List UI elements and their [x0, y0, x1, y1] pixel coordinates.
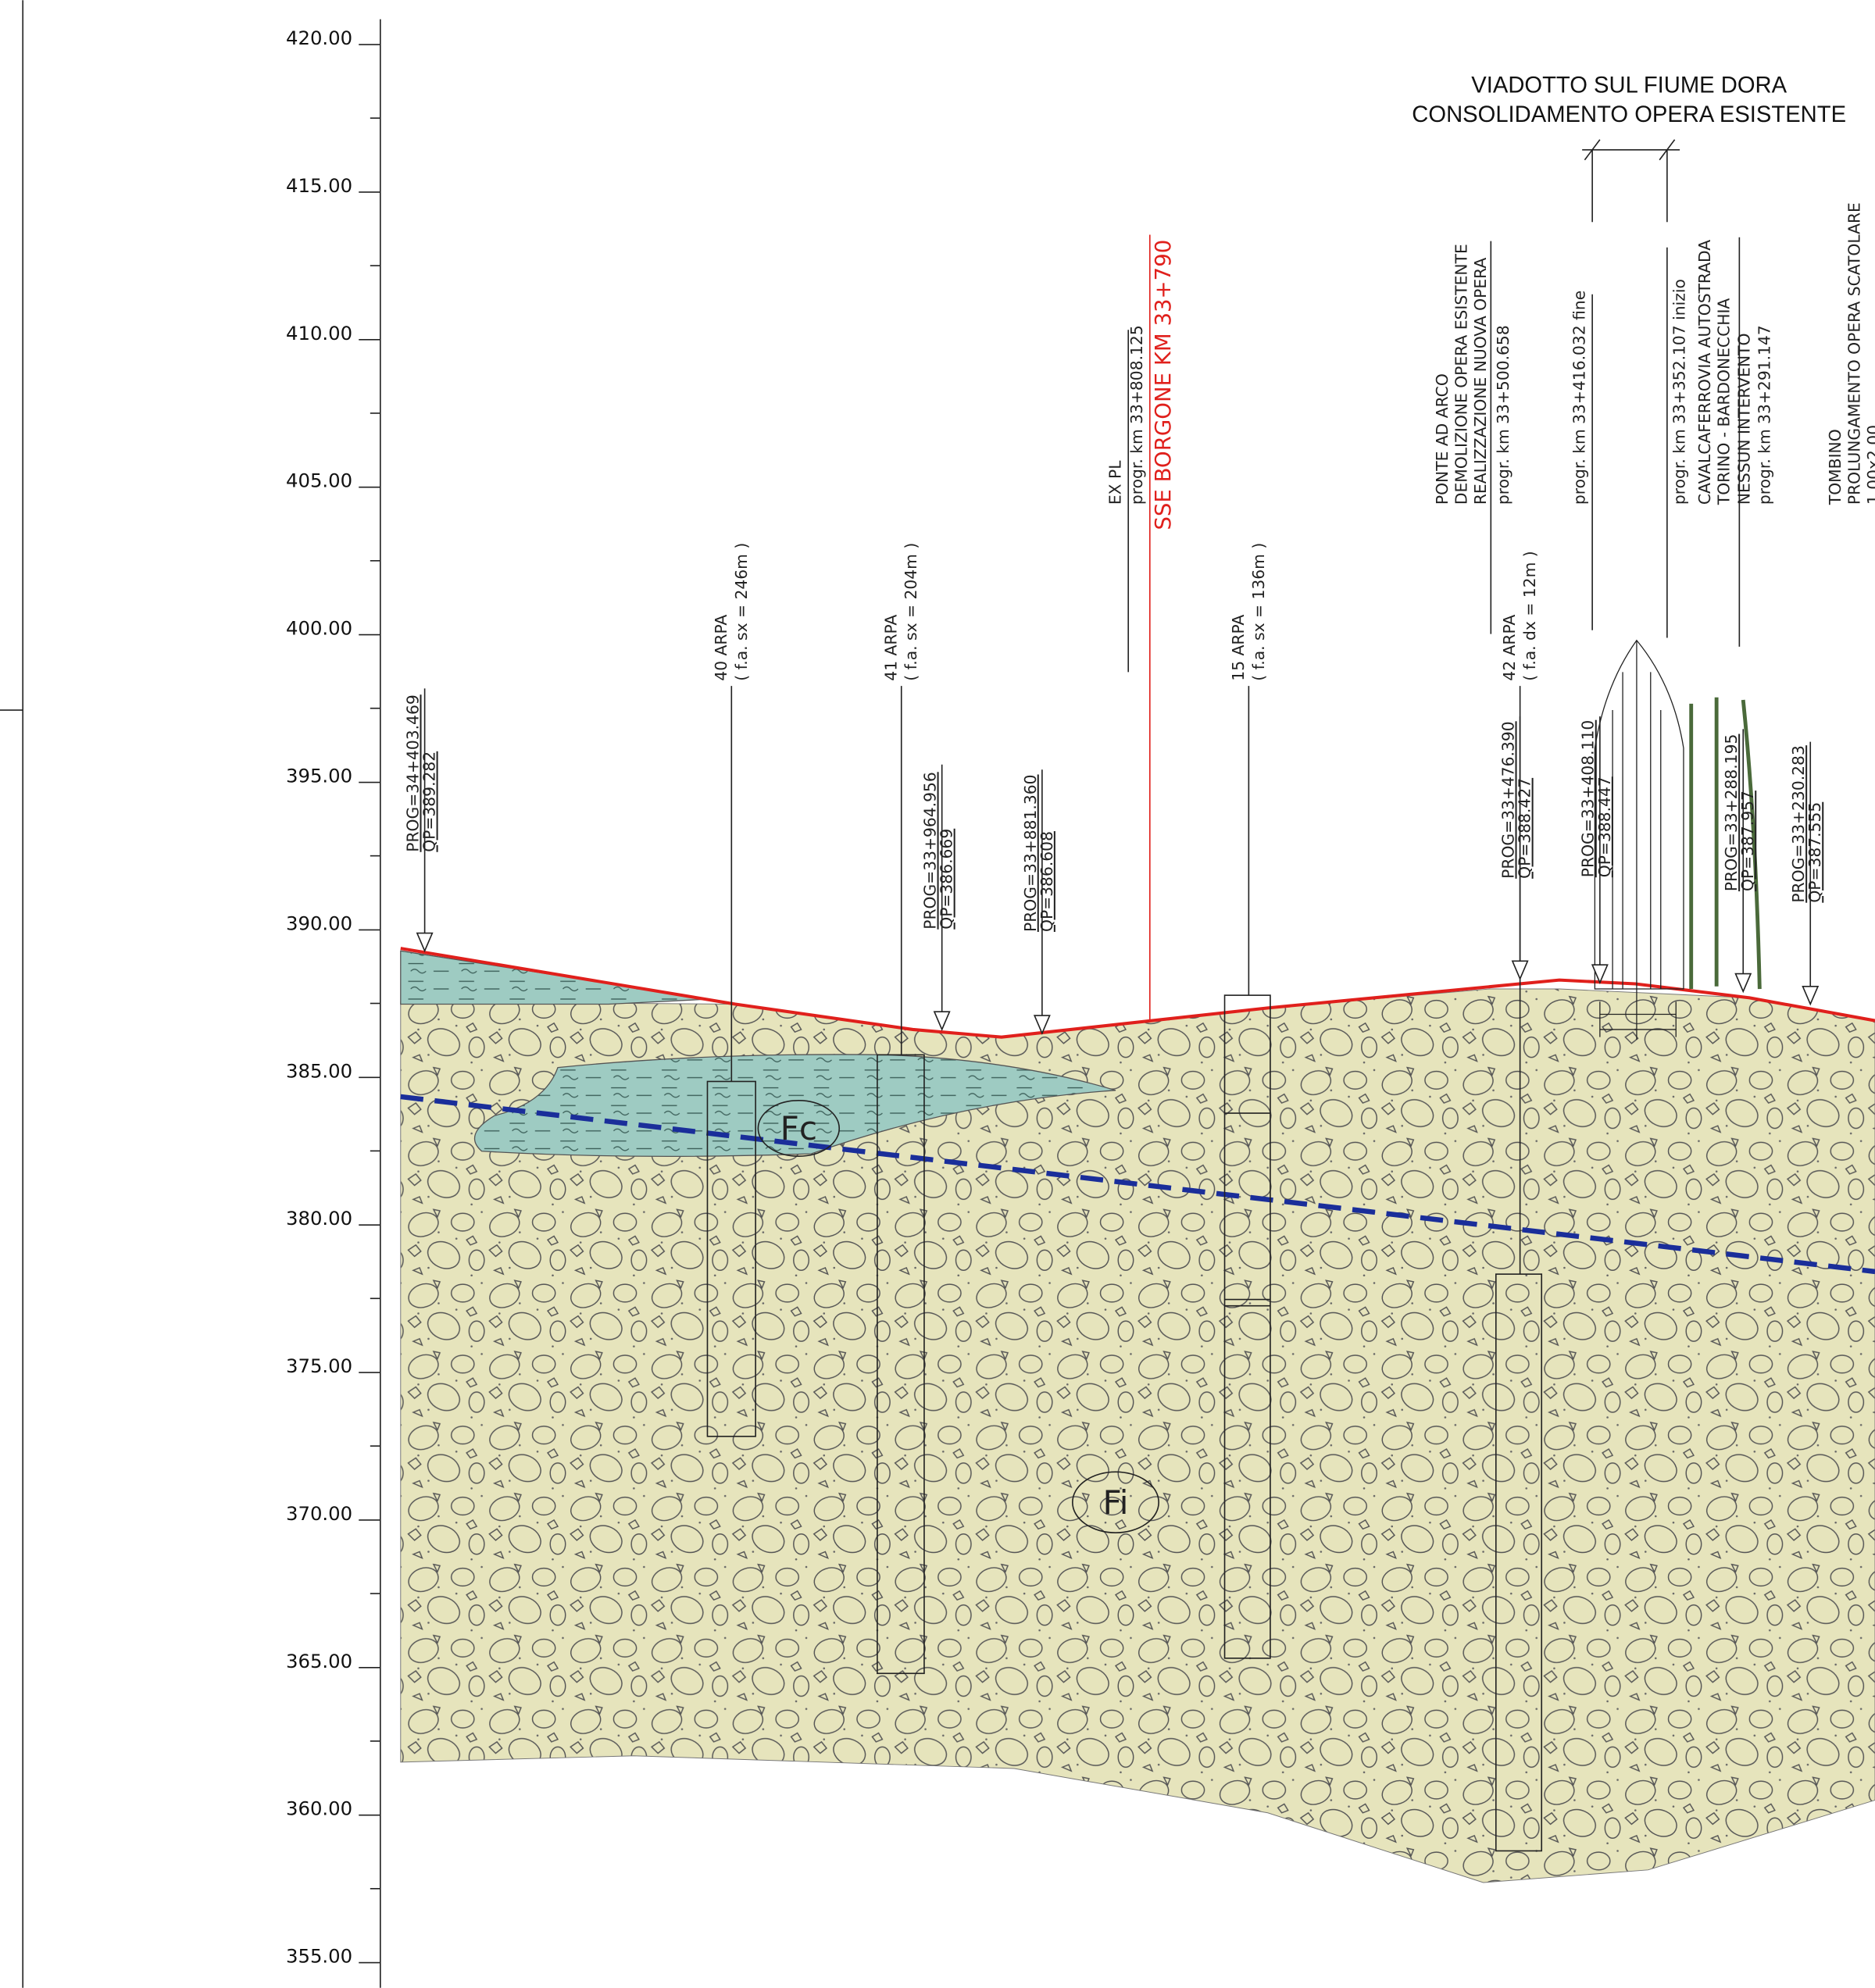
borehole-note: ( f.a. dx = 12m ) — [1520, 551, 1539, 680]
axis-label: 420.00 — [286, 27, 352, 49]
borehole-note: ( f.a. sx = 204m ) — [902, 543, 920, 681]
station-label: SSE BORGONE KM 33+790 — [1150, 240, 1176, 530]
borehole-note: ( f.a. sx = 246m ) — [732, 543, 751, 681]
marker-prog: PROG=33+964.956 — [921, 772, 940, 930]
marker-arrow — [1511, 960, 1529, 981]
axis-label: 360.00 — [286, 1797, 352, 1820]
annotation-text: NESSUN INTERVENTO — [1734, 334, 1753, 505]
borehole-name: 15 ARPA — [1229, 615, 1248, 681]
marker-arrow — [1033, 1015, 1051, 1035]
axis-label: 370.00 — [286, 1502, 352, 1525]
borehole-note: ( f.a. sx = 136m ) — [1249, 543, 1268, 681]
marker-arrow — [1802, 985, 1820, 1006]
marker-prog: PROG=34+403.469 — [403, 694, 422, 852]
marker-qp: QP=387.957 — [1738, 791, 1757, 891]
ground-line — [400, 947, 1875, 1039]
annotation-text: DEMOLIZIONE OPERA ESISTENTE — [1452, 244, 1470, 505]
annotation-text: progr. km 33+291.147 — [1755, 325, 1773, 505]
marker-qp: QP=386.608 — [1038, 831, 1056, 932]
marker-prog: PROG=33+230.283 — [1789, 745, 1808, 903]
marker-qp: QP=387.555 — [1805, 802, 1824, 903]
borehole-name: 41 ARPA — [881, 615, 900, 681]
marker-qp: QP=389.282 — [420, 751, 439, 852]
marker-qp: QP=386.669 — [938, 829, 956, 930]
marker-qp: QP=388.447 — [1595, 776, 1614, 877]
axis-label: 380.00 — [286, 1207, 352, 1230]
marker-prog: PROG=33+288.195 — [1722, 734, 1741, 892]
annotation-text: EX PL — [1105, 460, 1124, 505]
marker-prog: PROG=33+476.390 — [1499, 721, 1518, 879]
marker-prog: PROG=33+881.360 — [1021, 774, 1040, 932]
annotation-text: PROLUNGAMENTO OPERA SCATOLARE — [1845, 202, 1864, 505]
marker-qp: QP=388.427 — [1516, 778, 1534, 879]
unit-outline — [1072, 1471, 1159, 1533]
annotation-text: CAVALCAFERROVIA AUTOSTRADA — [1695, 240, 1714, 505]
bridge — [1594, 639, 1762, 1040]
soil-fc-top — [400, 950, 710, 1005]
axis-label: 390.00 — [286, 912, 352, 934]
annotation-text: progr. km 33+500.658 — [1494, 325, 1512, 505]
axis-label: 405.00 — [286, 469, 352, 492]
borehole-name: 40 ARPA — [712, 615, 730, 681]
axis-label: 365.00 — [286, 1650, 352, 1672]
title-line: CONSOLIDAMENTO OPERA ESISTENTE — [1412, 102, 1846, 127]
marker-arrow — [416, 932, 434, 953]
marker-arrow — [1591, 964, 1609, 984]
borehole — [1223, 994, 1271, 1659]
axis-label: 395.00 — [286, 765, 352, 787]
borehole-name: 42 ARPA — [1500, 615, 1519, 681]
borehole — [877, 1054, 925, 1675]
unit-label: Fi — [1103, 1483, 1129, 1522]
axis-label: 375.00 — [286, 1354, 352, 1377]
soil-fc-lens — [473, 1054, 1116, 1157]
title-line: VIADOTTO SUL FIUME DORA — [1471, 73, 1787, 98]
axis-label: 400.00 — [286, 617, 352, 640]
marker-arrow — [1734, 973, 1752, 994]
axis-label: 355.00 — [286, 1945, 352, 1968]
unit-label: Fc — [780, 1109, 817, 1147]
annotation-text: progr. km 33+352.107 inizio — [1670, 279, 1689, 505]
annotation-text: REALIZZAZIONE NUOVA OPERA — [1471, 258, 1490, 505]
annotation-text: progr. km 33+808.125 — [1127, 325, 1146, 505]
borehole — [706, 1080, 756, 1437]
borehole — [1495, 1273, 1543, 1852]
annotation-text: 1.00x2.00 — [1864, 425, 1875, 505]
dimension — [1582, 139, 1680, 223]
annotation-text: TORINO - BARDONECCHIA — [1714, 298, 1733, 506]
unit-outline — [757, 1099, 841, 1158]
marker-arrow — [933, 1011, 951, 1031]
axis-label: 385.00 — [286, 1059, 352, 1082]
water-table — [400, 1094, 1875, 1275]
marker-prog: PROG=33+408.110 — [1579, 720, 1598, 878]
annotation-text: progr. km 33+416.032 fine — [1570, 291, 1588, 505]
axis-label: 415.00 — [286, 174, 352, 197]
frame — [0, 0, 381, 1988]
axis-label: 410.00 — [286, 322, 352, 344]
annotation-text: PONTE AD ARCO — [1433, 373, 1452, 505]
annotation-text: TOMBINO — [1826, 429, 1845, 505]
